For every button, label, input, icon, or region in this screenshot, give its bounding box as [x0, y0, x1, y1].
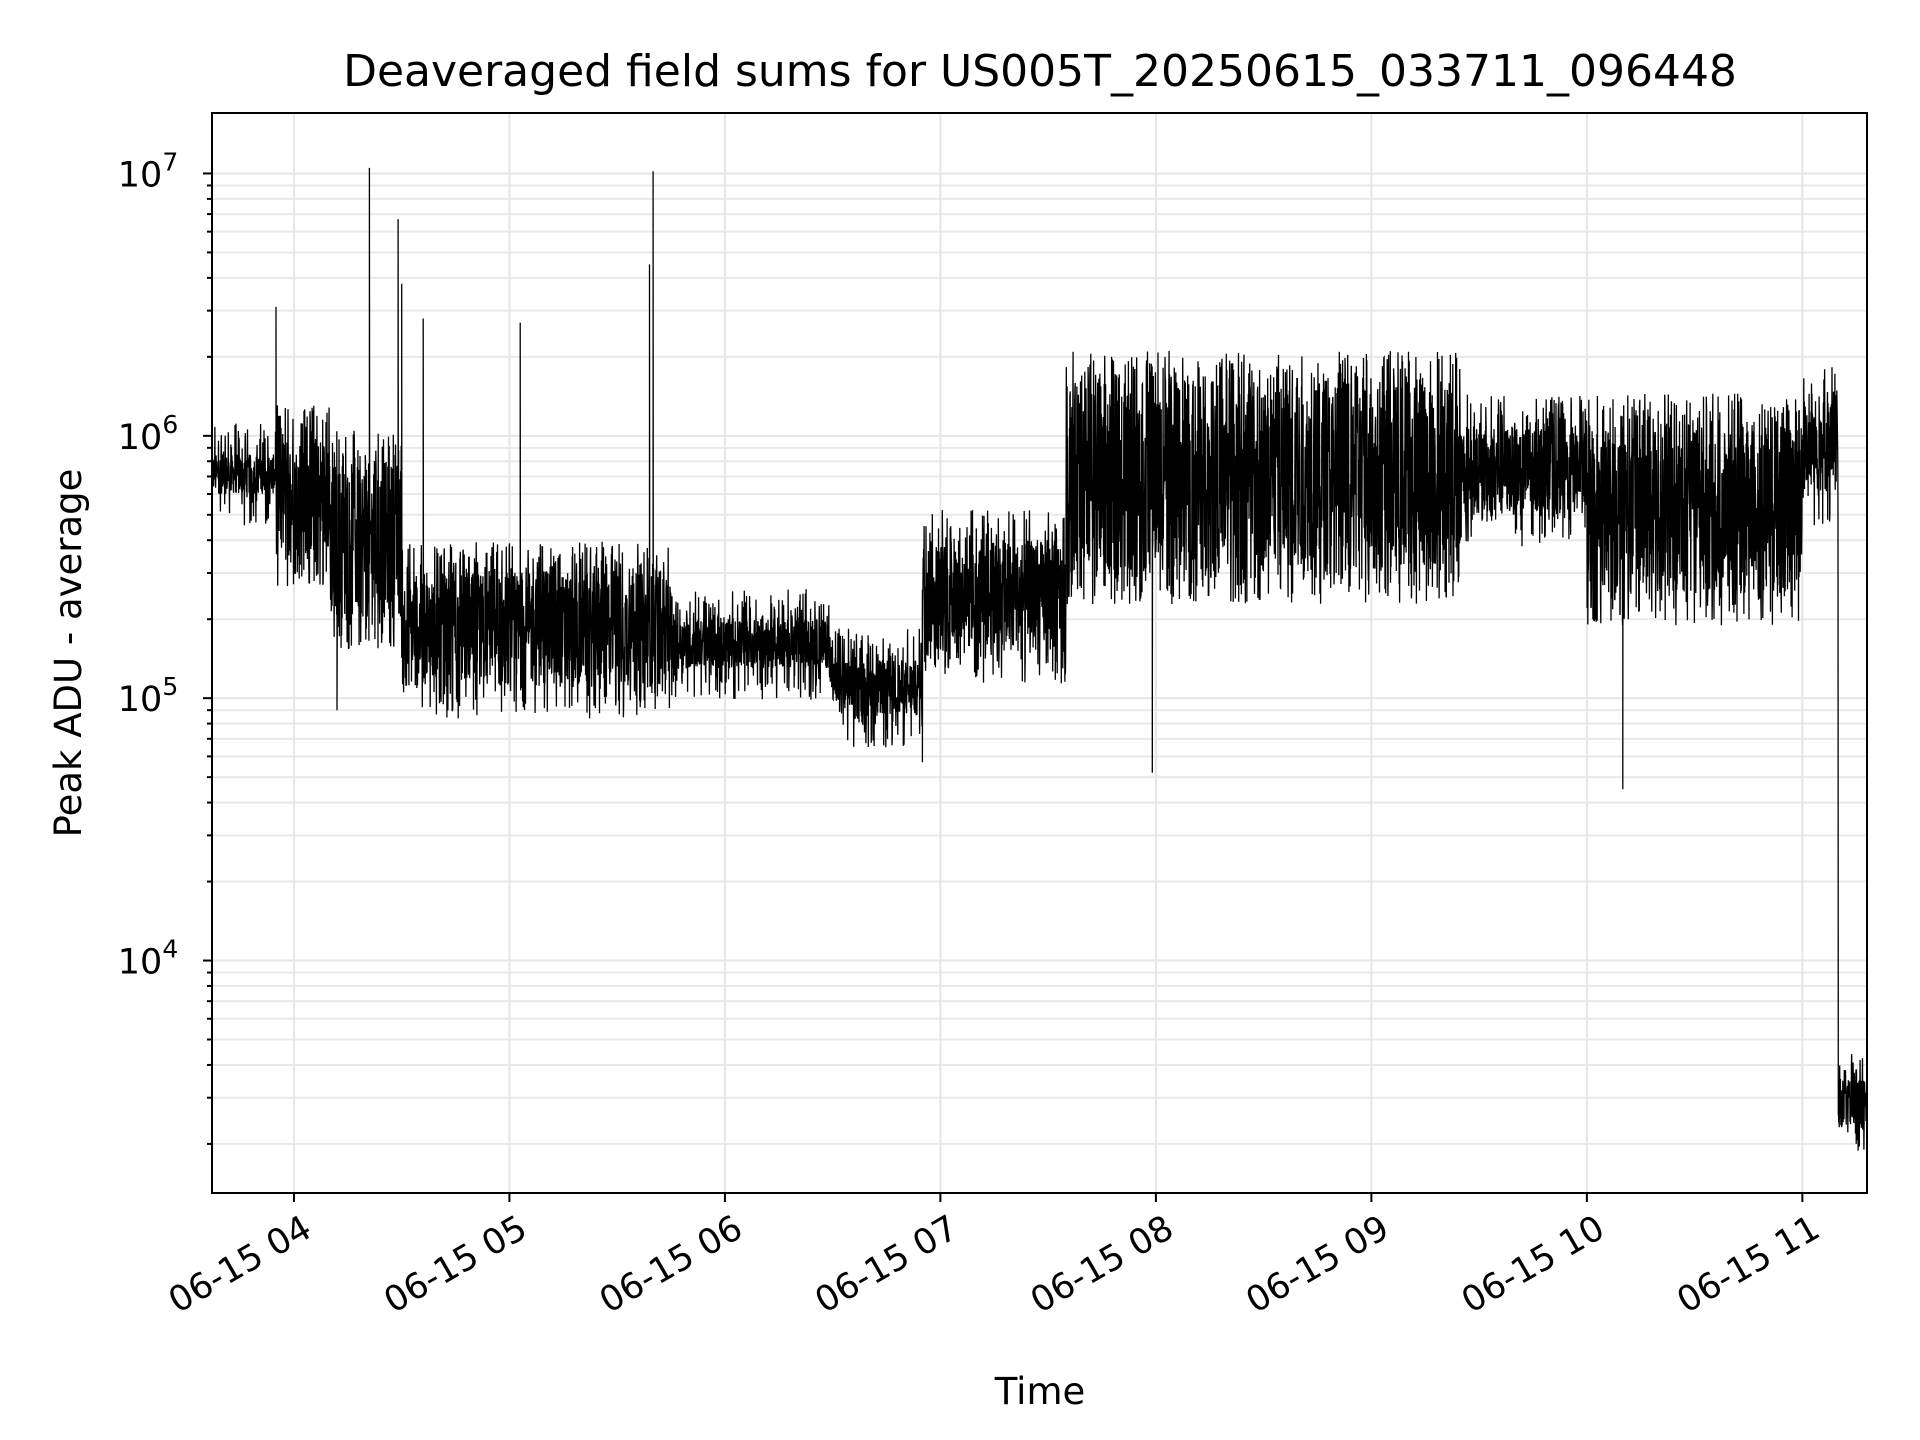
y-axis: 104 105 106 107 [118, 147, 212, 1145]
series-line [211, 167, 1868, 1151]
x-axis-label: Time [994, 1370, 1086, 1413]
y-tick-label: 106 [118, 410, 178, 458]
y-tick-label: 104 [118, 935, 178, 983]
y-tick-label: 105 [118, 672, 178, 720]
series-layer [211, 167, 1868, 1151]
plot-frame [211, 112, 1868, 1194]
y-axis-label: Peak ADU - average [47, 469, 90, 838]
chart-title: Deaveraged field sums for US005T_2025061… [343, 46, 1737, 97]
y-tick-label: 107 [118, 147, 178, 195]
